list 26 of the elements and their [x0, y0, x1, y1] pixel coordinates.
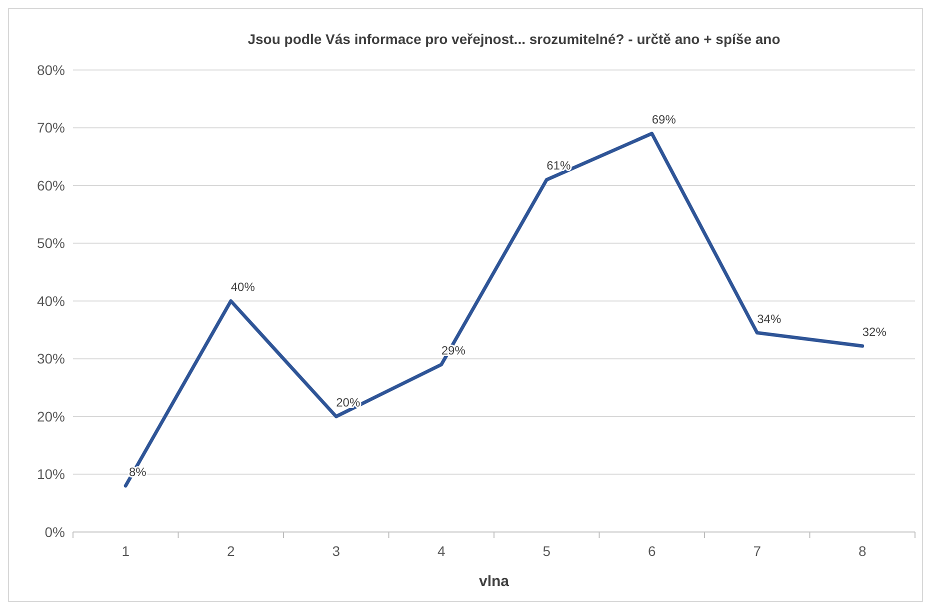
- data-label: 34%: [757, 312, 782, 326]
- x-tick-label: 8: [858, 543, 866, 559]
- data-label: 40%: [230, 280, 256, 294]
- y-tick-label: 80%: [36, 62, 65, 78]
- x-tick-label: 5: [542, 543, 551, 559]
- data-label: 69%: [652, 112, 676, 127]
- y-tick-label: 20%: [36, 408, 65, 424]
- x-tick-label: 1: [122, 543, 130, 559]
- x-tick-label: 7: [753, 543, 762, 559]
- chart-title: Jsou podle Vás informace pro veřejnost... srozumitelné? - určtě ano + spíše ano: [248, 31, 780, 47]
- y-tick-label: 30%: [36, 350, 65, 367]
- line-series: [124, 132, 864, 488]
- data-label: 20%: [336, 396, 360, 410]
- y-tick-label: 0%: [44, 524, 65, 540]
- x-tick-label: 2: [226, 543, 235, 559]
- data-label: 32%: [862, 325, 887, 340]
- x-tick-label: 4: [437, 543, 446, 559]
- y-tick-label: 50%: [36, 235, 65, 252]
- y-tick-label: 40%: [36, 292, 65, 309]
- x-axis-title: vlna: [478, 573, 510, 590]
- y-tick-label: 60%: [36, 177, 65, 194]
- y-tick-label: 70%: [36, 120, 65, 136]
- y-tick-label: 10%: [36, 466, 65, 482]
- x-tick-label: 6: [648, 543, 656, 559]
- data-label: 61%: [546, 158, 571, 173]
- x-tick-label: 3: [332, 543, 340, 559]
